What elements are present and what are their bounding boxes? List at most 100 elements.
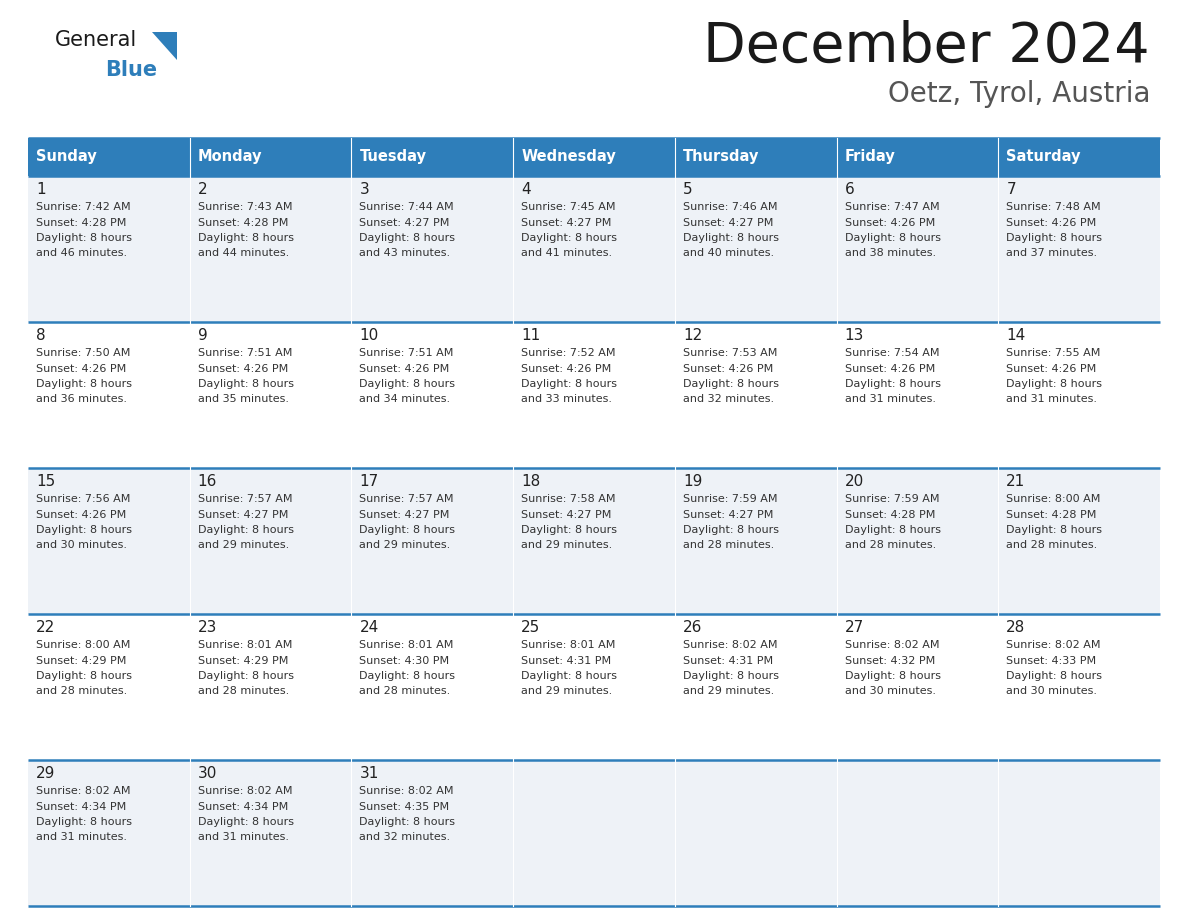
Bar (675, 760, 836, 906)
Text: Sunrise: 7:58 AM: Sunrise: 7:58 AM (522, 494, 615, 504)
Text: and 44 minutes.: and 44 minutes. (197, 249, 289, 259)
Bar (513, 322, 675, 468)
Text: and 30 minutes.: and 30 minutes. (1006, 687, 1098, 697)
Text: Saturday: Saturday (1006, 150, 1081, 164)
Text: and 40 minutes.: and 40 minutes. (683, 249, 775, 259)
Text: Sunset: 4:34 PM: Sunset: 4:34 PM (36, 801, 126, 812)
Text: Daylight: 8 hours: Daylight: 8 hours (360, 379, 455, 389)
Text: and 35 minutes.: and 35 minutes. (197, 395, 289, 405)
Text: and 29 minutes.: and 29 minutes. (360, 541, 450, 551)
Text: Sunset: 4:27 PM: Sunset: 4:27 PM (360, 509, 450, 520)
Text: Sunrise: 8:01 AM: Sunrise: 8:01 AM (522, 640, 615, 650)
Text: Friday: Friday (845, 150, 896, 164)
Text: 1: 1 (36, 182, 45, 197)
Text: Sunset: 4:26 PM: Sunset: 4:26 PM (845, 364, 935, 374)
Text: Daylight: 8 hours: Daylight: 8 hours (1006, 233, 1102, 243)
Text: Sunset: 4:28 PM: Sunset: 4:28 PM (1006, 509, 1097, 520)
Text: and 31 minutes.: and 31 minutes. (845, 395, 936, 405)
Text: Daylight: 8 hours: Daylight: 8 hours (1006, 671, 1102, 681)
Bar (836, 322, 998, 468)
Text: 29: 29 (36, 766, 56, 781)
Bar (190, 176, 352, 322)
Text: Sunset: 4:26 PM: Sunset: 4:26 PM (683, 364, 773, 374)
Text: General: General (55, 30, 138, 50)
Text: and 34 minutes.: and 34 minutes. (360, 395, 450, 405)
Text: Sunrise: 8:02 AM: Sunrise: 8:02 AM (1006, 640, 1101, 650)
Text: and 37 minutes.: and 37 minutes. (1006, 249, 1098, 259)
Text: 26: 26 (683, 620, 702, 635)
Text: Sunset: 4:34 PM: Sunset: 4:34 PM (197, 801, 287, 812)
Text: and 29 minutes.: and 29 minutes. (197, 541, 289, 551)
Bar (675, 322, 836, 468)
Text: 19: 19 (683, 474, 702, 489)
Bar (998, 760, 1159, 906)
Text: Daylight: 8 hours: Daylight: 8 hours (683, 525, 779, 535)
Text: Sunset: 4:28 PM: Sunset: 4:28 PM (197, 218, 287, 228)
Text: Wednesday: Wednesday (522, 150, 615, 164)
Text: and 31 minutes.: and 31 minutes. (197, 833, 289, 843)
Text: Sunset: 4:27 PM: Sunset: 4:27 PM (522, 509, 612, 520)
Text: 10: 10 (360, 328, 379, 343)
Text: 25: 25 (522, 620, 541, 635)
Text: Daylight: 8 hours: Daylight: 8 hours (522, 671, 617, 681)
Text: Daylight: 8 hours: Daylight: 8 hours (197, 379, 293, 389)
Bar (29, 760, 190, 906)
Bar (29, 614, 190, 760)
Text: 20: 20 (845, 474, 864, 489)
Text: 14: 14 (1006, 328, 1025, 343)
Text: 4: 4 (522, 182, 531, 197)
Text: Sunrise: 7:42 AM: Sunrise: 7:42 AM (36, 202, 131, 212)
Text: and 43 minutes.: and 43 minutes. (360, 249, 450, 259)
Text: Sunset: 4:30 PM: Sunset: 4:30 PM (360, 655, 449, 666)
Text: Daylight: 8 hours: Daylight: 8 hours (197, 525, 293, 535)
Text: and 29 minutes.: and 29 minutes. (683, 687, 775, 697)
Text: Sunset: 4:26 PM: Sunset: 4:26 PM (197, 364, 287, 374)
Bar (998, 176, 1159, 322)
Bar (190, 322, 352, 468)
Text: Daylight: 8 hours: Daylight: 8 hours (522, 379, 617, 389)
Text: Daylight: 8 hours: Daylight: 8 hours (360, 233, 455, 243)
Bar (352, 614, 513, 760)
Bar (675, 614, 836, 760)
Text: Sunset: 4:26 PM: Sunset: 4:26 PM (36, 364, 126, 374)
Bar (836, 614, 998, 760)
Text: Sunset: 4:33 PM: Sunset: 4:33 PM (1006, 655, 1097, 666)
Text: and 28 minutes.: and 28 minutes. (1006, 541, 1098, 551)
Bar (352, 760, 513, 906)
Bar (352, 138, 513, 176)
Text: and 32 minutes.: and 32 minutes. (683, 395, 775, 405)
Text: Sunrise: 7:46 AM: Sunrise: 7:46 AM (683, 202, 777, 212)
Text: Sunrise: 8:02 AM: Sunrise: 8:02 AM (197, 786, 292, 796)
Text: Sunrise: 7:51 AM: Sunrise: 7:51 AM (360, 348, 454, 358)
Bar (352, 468, 513, 614)
Text: 23: 23 (197, 620, 217, 635)
Text: and 30 minutes.: and 30 minutes. (36, 541, 127, 551)
Text: Sunrise: 7:52 AM: Sunrise: 7:52 AM (522, 348, 615, 358)
Bar (836, 760, 998, 906)
Text: 31: 31 (360, 766, 379, 781)
Bar (998, 138, 1159, 176)
Bar (29, 468, 190, 614)
Bar (352, 322, 513, 468)
Text: 17: 17 (360, 474, 379, 489)
Text: Daylight: 8 hours: Daylight: 8 hours (1006, 379, 1102, 389)
Text: Daylight: 8 hours: Daylight: 8 hours (522, 525, 617, 535)
Text: 5: 5 (683, 182, 693, 197)
Text: and 28 minutes.: and 28 minutes. (360, 687, 450, 697)
Text: 6: 6 (845, 182, 854, 197)
Text: Tuesday: Tuesday (360, 150, 426, 164)
Text: Sunset: 4:26 PM: Sunset: 4:26 PM (36, 509, 126, 520)
Text: Sunset: 4:27 PM: Sunset: 4:27 PM (683, 509, 773, 520)
Text: 28: 28 (1006, 620, 1025, 635)
Text: Sunset: 4:29 PM: Sunset: 4:29 PM (36, 655, 126, 666)
Text: 18: 18 (522, 474, 541, 489)
Text: Sunset: 4:26 PM: Sunset: 4:26 PM (1006, 218, 1097, 228)
Text: Daylight: 8 hours: Daylight: 8 hours (360, 817, 455, 827)
Text: and 28 minutes.: and 28 minutes. (683, 541, 775, 551)
Bar (190, 138, 352, 176)
Bar (190, 468, 352, 614)
Bar (513, 760, 675, 906)
Text: Sunrise: 8:02 AM: Sunrise: 8:02 AM (683, 640, 777, 650)
Text: and 30 minutes.: and 30 minutes. (845, 687, 936, 697)
Bar (836, 176, 998, 322)
